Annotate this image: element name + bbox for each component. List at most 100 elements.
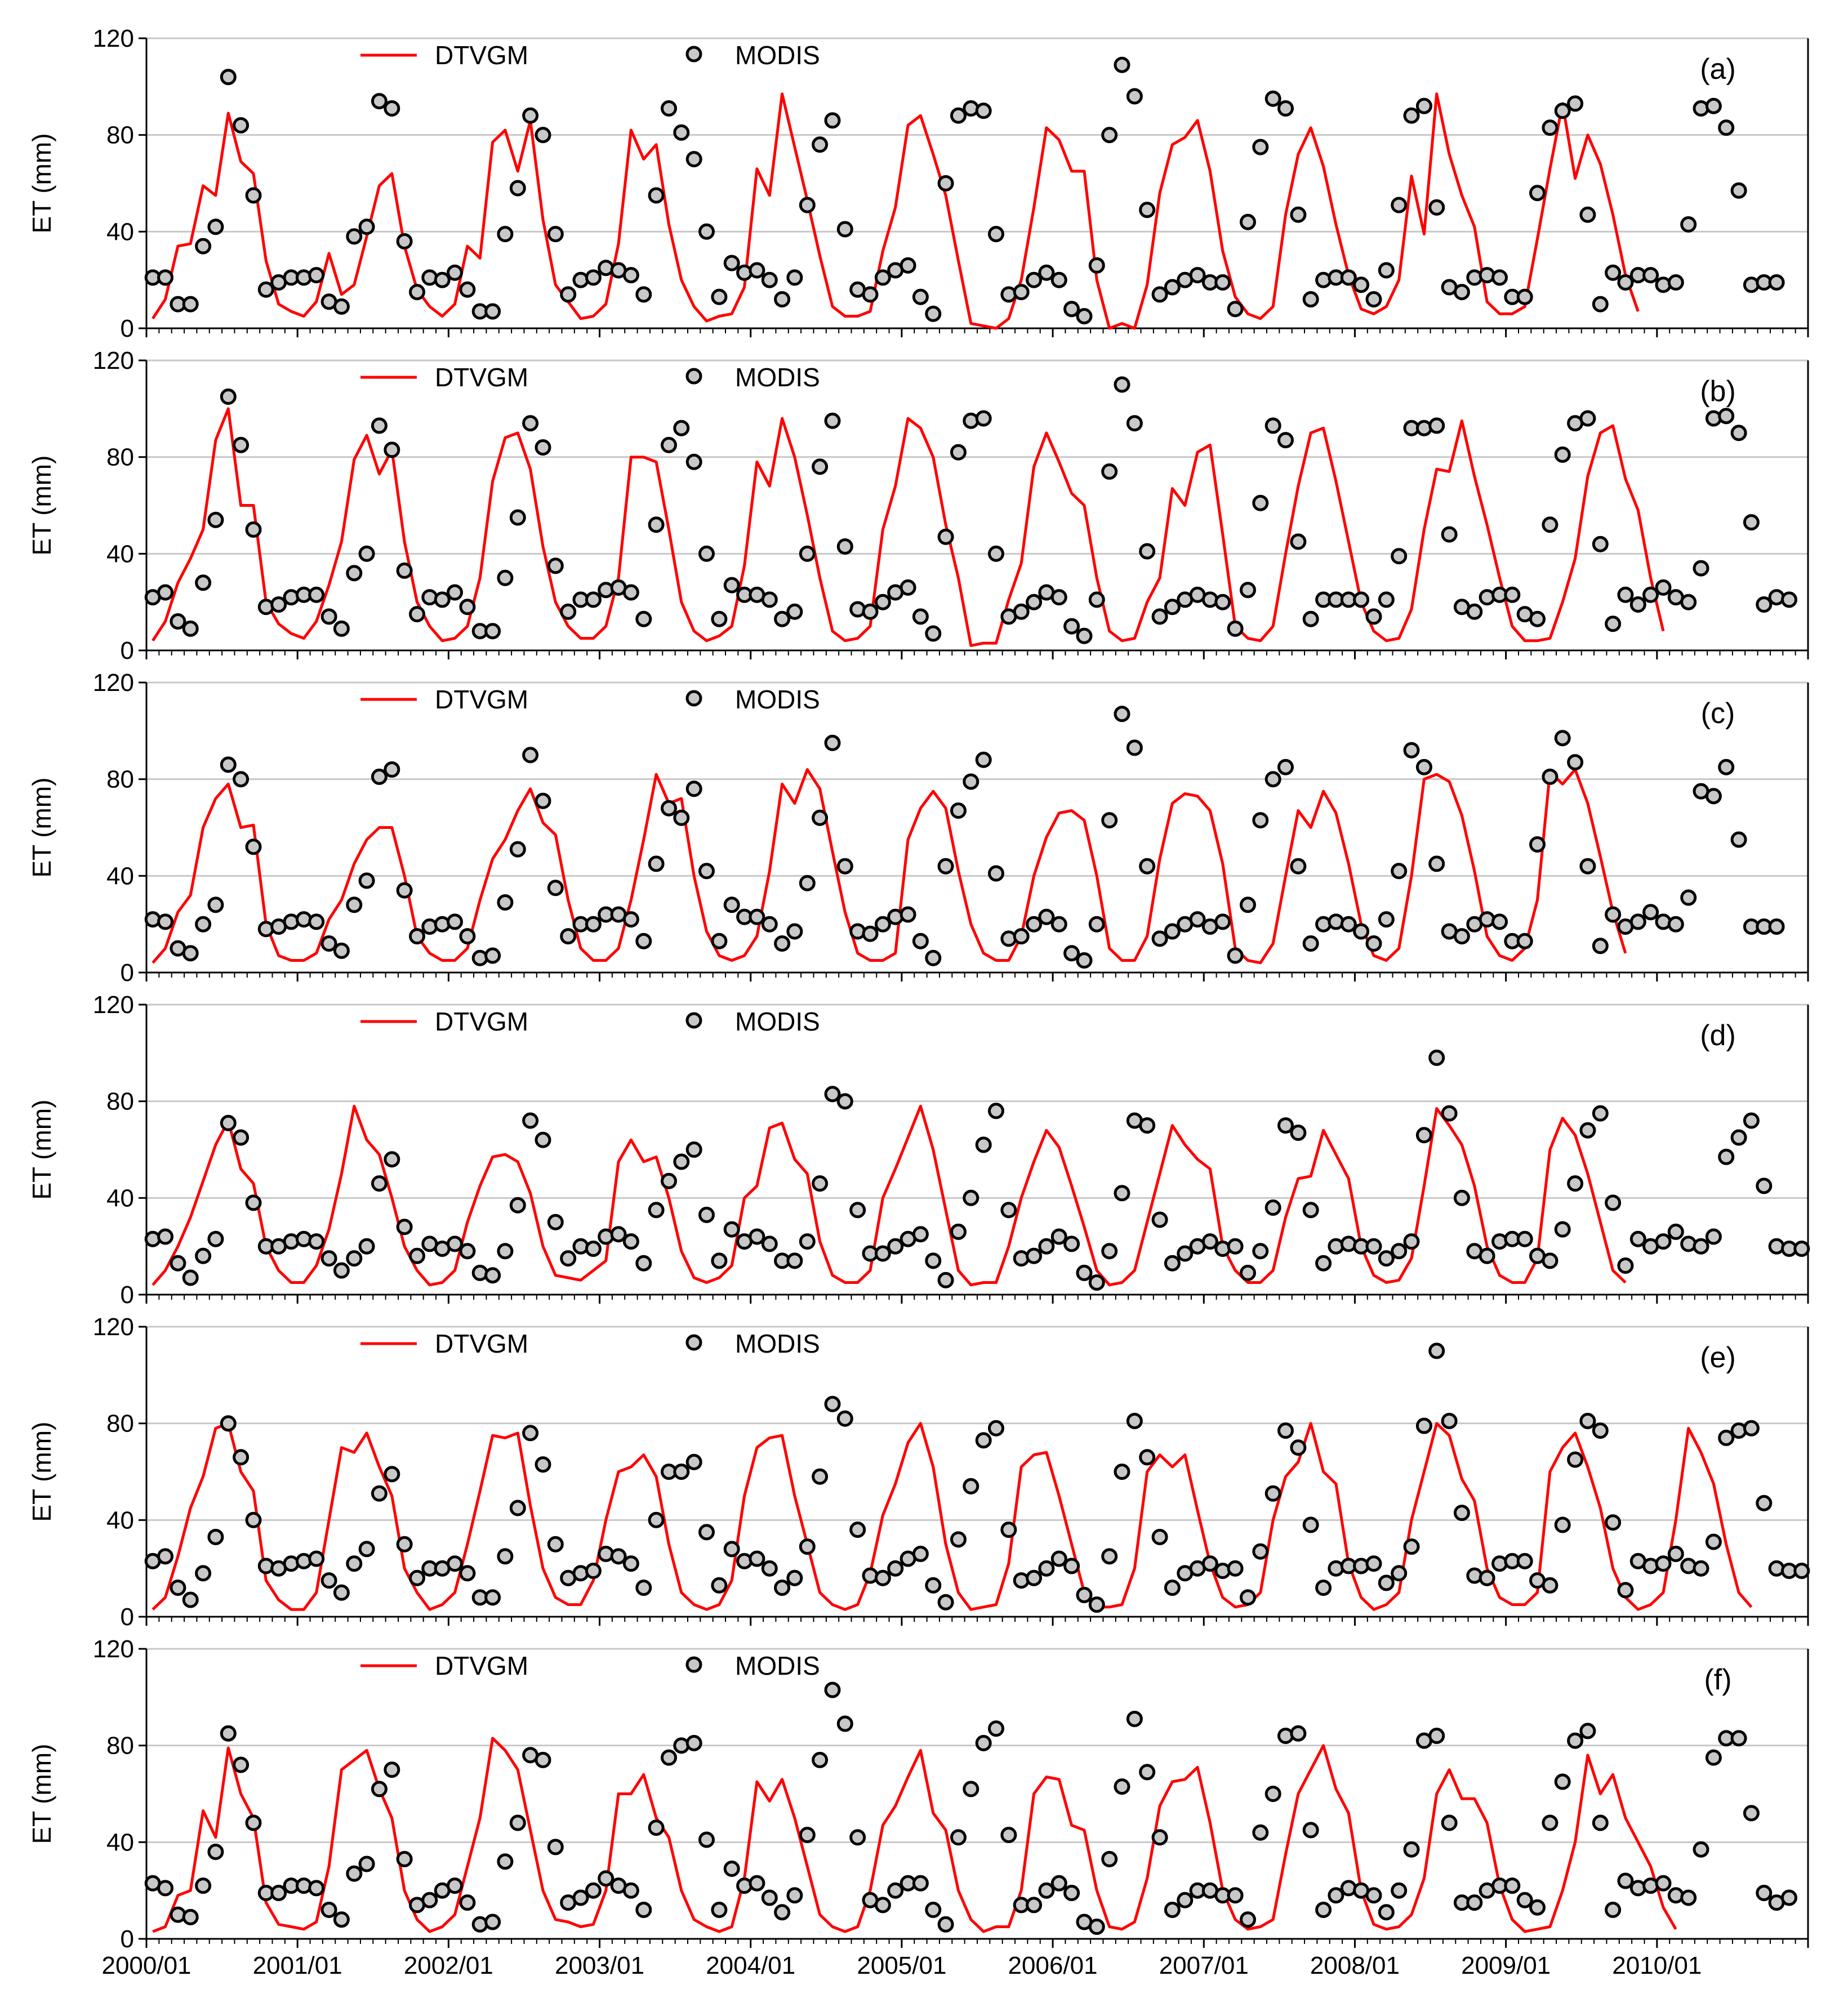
data-point-modis xyxy=(220,756,237,773)
data-point-modis xyxy=(1693,100,1709,117)
data-point-modis xyxy=(685,1734,702,1751)
y-tick-label: 40 xyxy=(106,1506,134,1534)
data-point-modis xyxy=(447,1236,463,1252)
data-point-modis xyxy=(925,1902,942,1918)
data-point-modis xyxy=(1453,284,1470,301)
data-point-modis xyxy=(1252,139,1269,155)
data-point-modis xyxy=(1050,1875,1067,1892)
data-point-modis xyxy=(1114,56,1130,73)
data-point-modis xyxy=(1290,206,1307,223)
data-point-modis xyxy=(786,1887,803,1904)
data-point-modis xyxy=(1139,858,1156,875)
series-line-dtvgm xyxy=(152,1422,1753,1611)
data-point-modis xyxy=(685,453,702,470)
data-point-modis xyxy=(963,1478,979,1495)
data-point-modis xyxy=(975,102,992,119)
data-point-modis xyxy=(1227,1887,1244,1904)
legend-marker-swatch xyxy=(685,1656,702,1673)
data-point-modis xyxy=(1718,1429,1735,1446)
data-point-modis xyxy=(849,1202,866,1219)
data-point-modis xyxy=(673,1464,690,1480)
data-point-modis xyxy=(1264,90,1281,107)
data-point-modis xyxy=(157,1880,173,1897)
data-point-modis xyxy=(509,180,526,197)
data-point-modis xyxy=(371,1175,388,1192)
data-point-modis xyxy=(333,298,350,315)
data-point-modis xyxy=(1667,1545,1684,1562)
data-point-modis xyxy=(157,584,173,601)
data-point-modis xyxy=(1567,1732,1584,1749)
data-point-modis xyxy=(459,1565,476,1582)
data-point-modis xyxy=(497,226,514,243)
data-point-modis xyxy=(207,511,224,528)
data-point-modis xyxy=(786,269,803,286)
data-point-modis xyxy=(396,562,413,579)
data-point-modis xyxy=(1328,913,1344,930)
data-point-modis xyxy=(1642,267,1659,284)
data-point-modis xyxy=(610,1548,627,1565)
data-point-modis xyxy=(1466,603,1483,620)
data-point-modis xyxy=(1164,599,1181,615)
data-point-modis xyxy=(1088,1596,1105,1613)
data-point-modis xyxy=(1264,417,1281,434)
y-tick-label: 40 xyxy=(106,218,134,246)
data-point-modis xyxy=(1088,1274,1105,1291)
data-point-modis xyxy=(622,267,639,284)
data-point-modis xyxy=(1642,1877,1659,1894)
data-point-modis xyxy=(723,1541,740,1558)
data-point-modis xyxy=(1063,1558,1080,1575)
data-point-modis xyxy=(836,538,853,555)
data-point-modis xyxy=(749,1550,765,1567)
data-point-modis xyxy=(900,906,916,923)
data-point-modis xyxy=(975,1432,992,1449)
legend: DTVGM MODIS xyxy=(360,685,820,714)
data-point-modis xyxy=(1466,1894,1483,1911)
data-point-modis xyxy=(547,880,564,897)
data-point-modis xyxy=(1151,1528,1168,1545)
data-point-modis xyxy=(685,1453,702,1470)
panel-label: (c) xyxy=(1701,697,1735,730)
data-point-modis xyxy=(1705,1228,1722,1245)
data-point-modis xyxy=(459,281,476,298)
data-point-modis xyxy=(1050,916,1067,933)
legend-marker-swatch xyxy=(685,690,702,707)
data-point-modis xyxy=(836,1093,853,1110)
data-point-modis xyxy=(257,1558,274,1575)
data-point-modis xyxy=(1504,586,1521,603)
data-point-modis xyxy=(1756,596,1773,613)
x-tick-label: 2009/01 xyxy=(1461,1952,1551,1979)
data-point-modis xyxy=(434,591,451,608)
y-axis-title: ET (mm) xyxy=(27,1099,56,1199)
data-point-modis xyxy=(887,1560,904,1577)
data-point-modis xyxy=(1026,916,1043,933)
data-point-modis xyxy=(598,1228,615,1245)
data-point-modis xyxy=(1567,754,1584,771)
data-point-modis xyxy=(774,1580,791,1596)
data-point-modis xyxy=(1605,1902,1622,1918)
y-tick-label: 40 xyxy=(106,862,134,890)
data-point-modis xyxy=(1441,526,1458,543)
data-point-modis xyxy=(799,1233,816,1250)
data-point-modis xyxy=(572,1565,589,1582)
data-point-modis xyxy=(1567,1451,1584,1468)
data-point-modis xyxy=(1479,589,1495,606)
y-tick-label: 120 xyxy=(93,1313,134,1341)
data-point-modis xyxy=(1264,771,1281,788)
data-point-modis xyxy=(1756,1178,1773,1194)
data-point-modis xyxy=(1403,742,1420,759)
data-point-modis xyxy=(622,1555,639,1572)
data-point-modis xyxy=(1655,1555,1672,1572)
data-point-modis xyxy=(1730,1730,1747,1747)
y-tick-label: 120 xyxy=(93,991,134,1019)
data-point-modis xyxy=(1050,271,1067,288)
data-point-modis xyxy=(635,1255,652,1272)
data-point-modis xyxy=(572,271,589,288)
data-point-modis xyxy=(333,1584,350,1601)
data-point-modis xyxy=(1126,88,1143,105)
data-point-modis xyxy=(1302,1822,1319,1839)
data-point-modis xyxy=(1453,1505,1470,1521)
data-point-modis xyxy=(799,1827,816,1843)
data-point-modis xyxy=(1076,1586,1093,1603)
data-point-modis xyxy=(346,1555,363,1572)
x-tick-label: 2006/01 xyxy=(1008,1952,1098,1979)
